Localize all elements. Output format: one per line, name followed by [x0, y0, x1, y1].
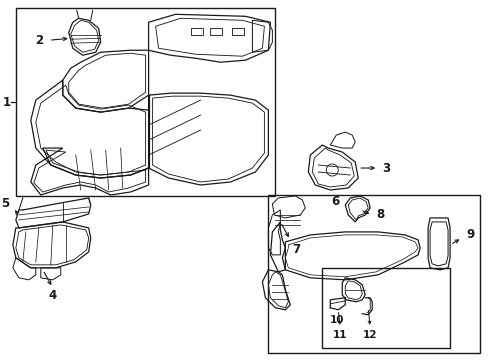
Text: 1: 1 — [3, 96, 11, 109]
Text: 2: 2 — [35, 34, 43, 47]
Text: 9: 9 — [465, 228, 473, 242]
Text: 5: 5 — [0, 197, 9, 211]
Text: 10: 10 — [329, 315, 344, 325]
Text: 6: 6 — [330, 195, 339, 208]
Text: 8: 8 — [375, 208, 384, 221]
Bar — [16, 8, 275, 196]
Bar — [268, 195, 479, 353]
Text: 12: 12 — [362, 330, 377, 340]
Text: 3: 3 — [382, 162, 389, 175]
Text: 11: 11 — [332, 330, 347, 340]
Text: 7: 7 — [292, 243, 300, 256]
Text: 4: 4 — [48, 289, 57, 302]
Bar — [322, 268, 449, 348]
